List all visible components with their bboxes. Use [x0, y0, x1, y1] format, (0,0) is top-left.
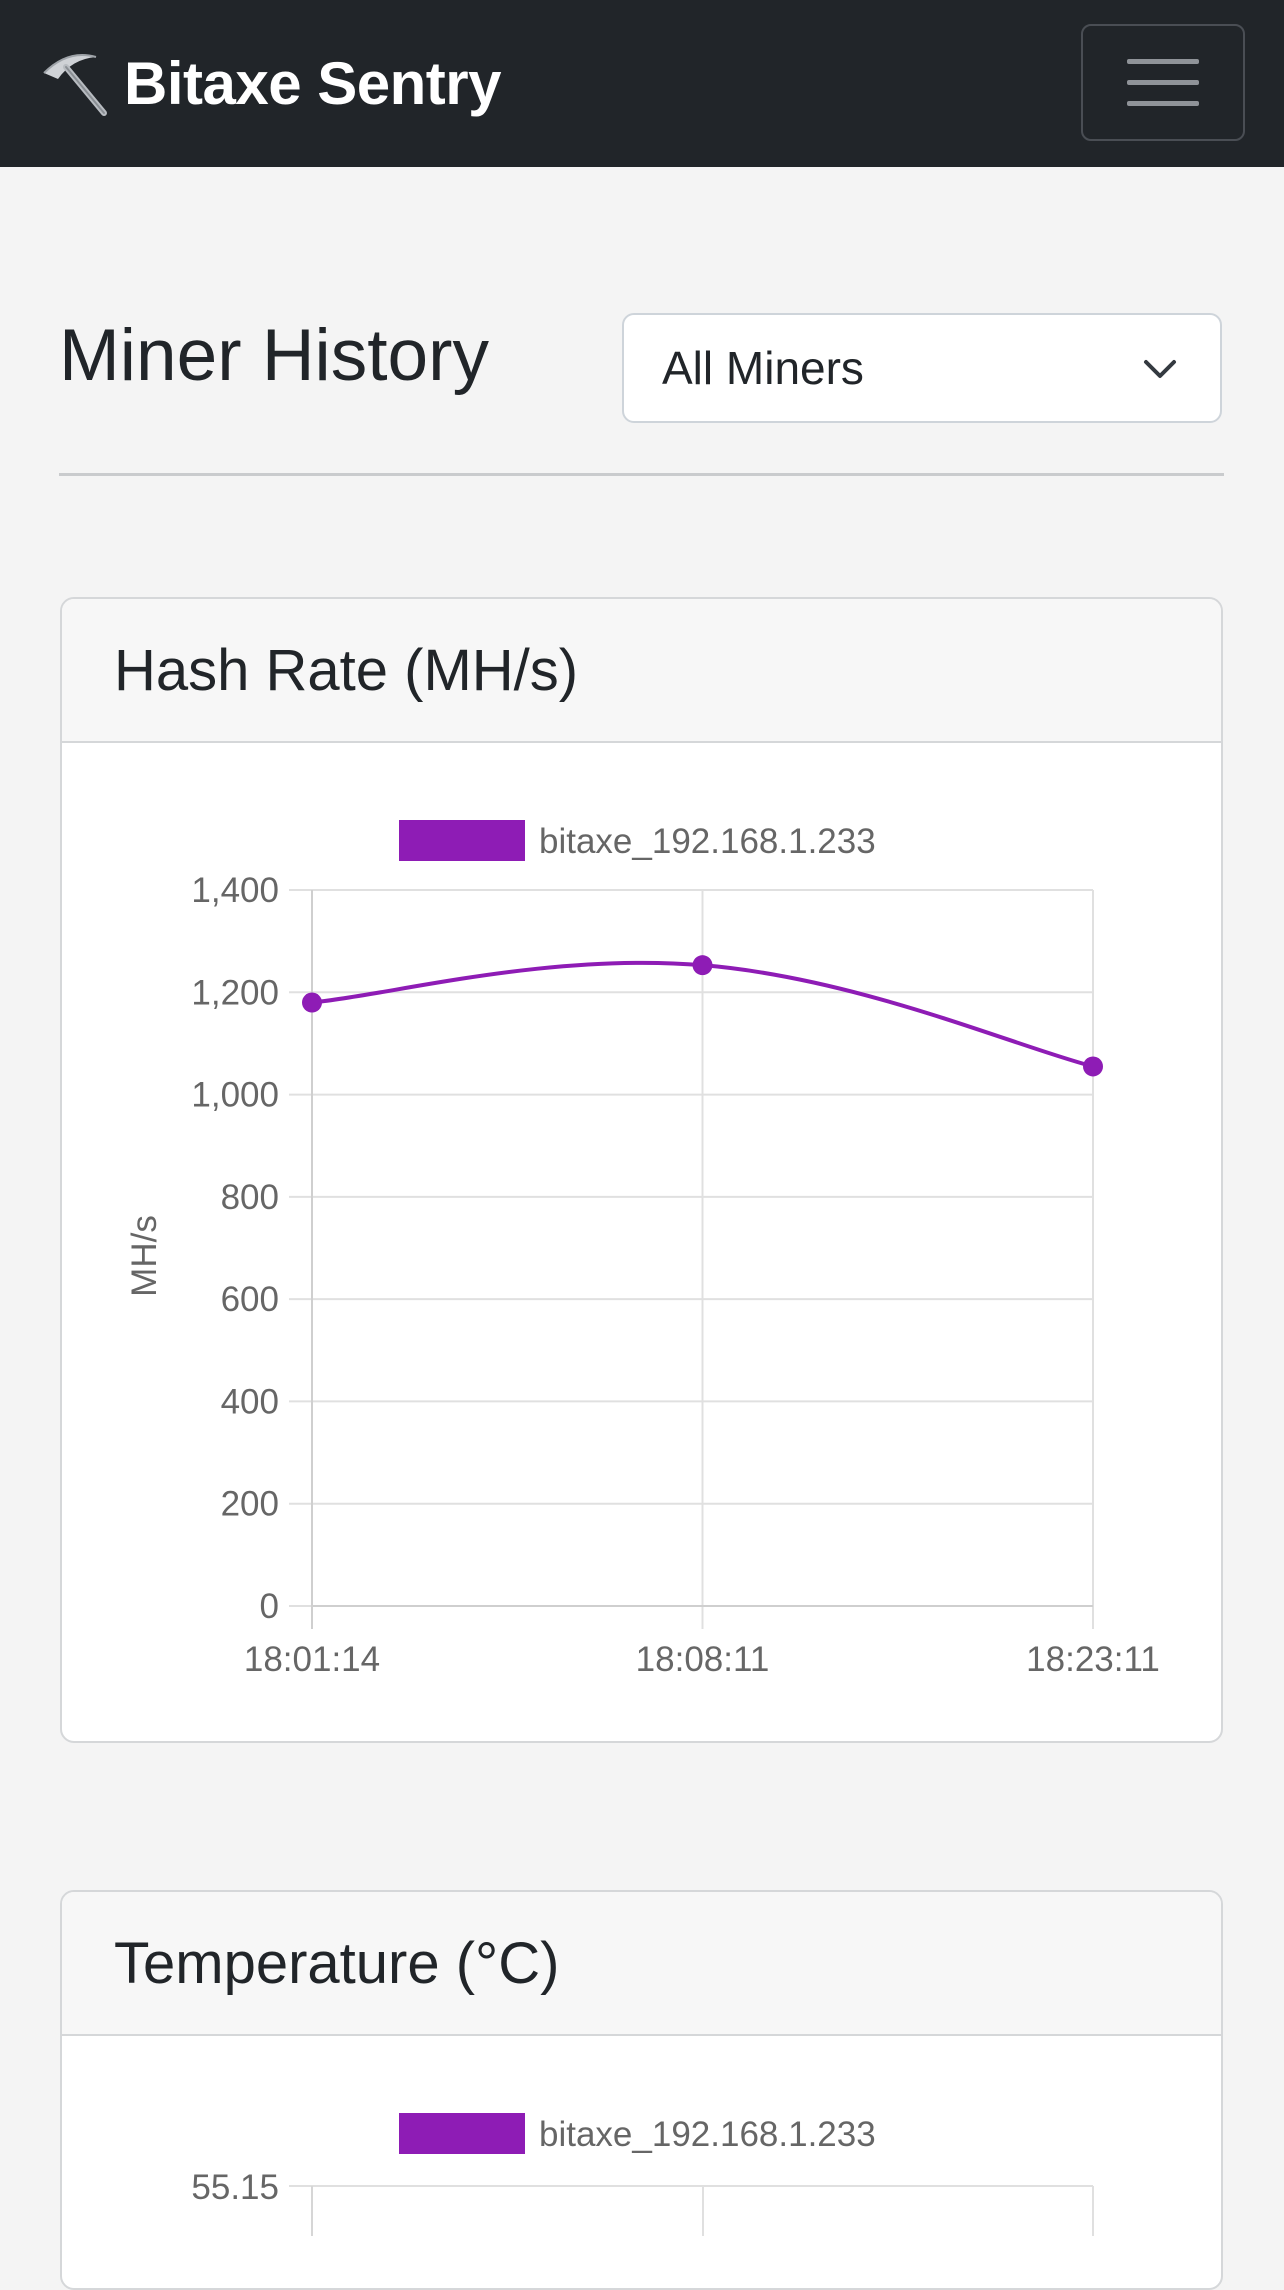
- miner-select-value: All Miners: [662, 342, 864, 394]
- data-point[interactable]: [1083, 1056, 1103, 1077]
- divider: [59, 473, 1224, 476]
- hamburger-menu-icon-bar: [1127, 101, 1199, 106]
- y-tick-label: 55.15: [191, 2168, 279, 2207]
- x-tick-label: 18:01:14: [244, 1640, 380, 1679]
- y-tick-label: 400: [221, 1382, 279, 1421]
- y-tick-label: 0: [260, 1587, 279, 1626]
- series-line-group: [302, 955, 1103, 1077]
- data-point[interactable]: [302, 992, 322, 1013]
- chart-grid: [289, 889, 1094, 1629]
- y-tick-label: 200: [221, 1485, 279, 1524]
- miner-select[interactable]: All Miners: [622, 313, 1222, 423]
- hamburger-menu-icon: [1127, 59, 1199, 64]
- y-axis-ticks: 0 200 400 600 800 1,000 1,200 1,400: [191, 871, 279, 1626]
- card-body: 0 200 400 600 800 1,000 1,200 1,400 18:01:14 18:…: [62, 743, 1221, 1741]
- x-tick-label: 18:23:11: [1026, 1640, 1160, 1679]
- legend-label[interactable]: bitaxe_192.168.1.233: [539, 822, 876, 861]
- hamburger-menu-icon-bar: [1127, 80, 1199, 85]
- chart-legend: bitaxe_192.168.1.233: [399, 820, 876, 861]
- card-title: Hash Rate (MH/s): [114, 637, 579, 703]
- y-tick-label: 1,000: [191, 1076, 279, 1115]
- temperature-chart: bitaxe_192.168.1.233 55.15: [191, 2113, 1094, 2236]
- y-axis-label: MH/s: [125, 1215, 164, 1297]
- menu-toggle-button[interactable]: [1081, 24, 1245, 141]
- data-point[interactable]: [692, 955, 713, 976]
- pickaxe-icon: [43, 54, 107, 116]
- y-tick-label: 800: [221, 1178, 279, 1217]
- y-tick-label: 1,200: [191, 973, 279, 1012]
- legend-swatch[interactable]: [399, 820, 525, 861]
- temperature-card: Temperature (°C) bitaxe_192.168.1.233 55…: [60, 1890, 1223, 2290]
- hash-rate-card: Hash Rate (MH/s) 0 200 400 600 800 1,000 1,200…: [60, 597, 1223, 1743]
- card-header: Temperature (°C): [62, 1892, 1221, 2036]
- y-tick-label: 1,400: [191, 871, 279, 910]
- x-axis-ticks: 18:01:14 18:08:11 18:23:11: [244, 1640, 1160, 1679]
- navbar: Bitaxe Sentry: [0, 0, 1284, 167]
- card-body: bitaxe_192.168.1.233 55.15: [62, 2036, 1221, 2241]
- page-title: Miner History: [59, 315, 489, 396]
- x-tick-label: 18:08:11: [636, 1640, 770, 1679]
- legend-label[interactable]: bitaxe_192.168.1.233: [539, 2115, 876, 2154]
- card-title: Temperature (°C): [114, 1930, 560, 1996]
- brand-text: Bitaxe Sentry: [124, 49, 502, 117]
- brand-link[interactable]: Bitaxe Sentry: [38, 40, 502, 126]
- y-tick-label: 600: [221, 1280, 279, 1319]
- legend-swatch[interactable]: [399, 2113, 525, 2154]
- card-header: Hash Rate (MH/s): [62, 599, 1221, 743]
- chevron-down-icon: [1144, 360, 1176, 378]
